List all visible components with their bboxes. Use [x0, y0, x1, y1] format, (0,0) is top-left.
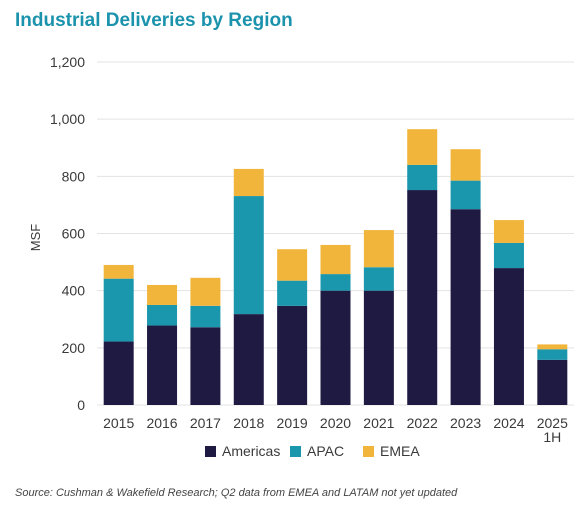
bar-apac-2023 [450, 180, 481, 210]
legend-swatch-americas [205, 446, 216, 457]
y-tick-label: 0 [77, 397, 85, 413]
bar-apac-2016 [147, 304, 178, 326]
bar-emea-2015 [103, 264, 134, 279]
bar-emea-2025-1h [537, 344, 568, 350]
y-tick-label: 800 [62, 168, 86, 184]
y-tick-label: 1,200 [50, 54, 85, 70]
bar-emea-2021 [363, 230, 394, 268]
bar-americas-2025-1h [537, 359, 568, 405]
x-tick-label: 2024 [493, 415, 524, 431]
bar-apac-2022 [407, 164, 438, 191]
y-axis-label: MSF [28, 224, 43, 252]
bar-americas-2023 [450, 209, 481, 405]
bar-americas-2024 [493, 268, 524, 405]
bar-americas-2021 [363, 290, 394, 405]
bar-americas-2017 [190, 327, 221, 405]
bar-americas-2018 [233, 314, 264, 405]
chart-title: Industrial Deliveries by Region [15, 10, 293, 31]
bar-apac-2024 [493, 242, 524, 269]
bar-apac-2025-1h [537, 349, 568, 360]
x-tick-label: 2021 [363, 415, 394, 431]
legend-swatch-emea [363, 446, 374, 457]
legend-label-americas: Americas [222, 443, 280, 459]
x-tick-label: 2019 [277, 415, 308, 431]
x-tick-label: 2017 [190, 415, 221, 431]
legend-swatch-apac [290, 446, 301, 457]
source-note: Source: Cushman & Wakefield Research; Q2… [15, 487, 458, 499]
legend-label-apac: APAC [307, 443, 344, 459]
x-tick-label: 2020 [320, 415, 351, 431]
bar-emea-2019 [277, 249, 308, 281]
bar-americas-2015 [103, 341, 134, 405]
bar-apac-2018 [233, 196, 264, 315]
y-tick-label: 400 [62, 283, 86, 299]
legend-label-emea: EMEA [380, 443, 420, 459]
x-tick-labels: 2015 2016 2017 2018 2019 2020 2021 2022 2023 2024… [103, 415, 568, 445]
bar-americas-2016 [147, 325, 178, 405]
bar-emea-2018 [233, 168, 264, 197]
y-tick-labels: 0 200 400 600 800 1,000 1,200 [50, 54, 85, 413]
bar-emea-2020 [320, 244, 351, 275]
bars [103, 129, 568, 405]
x-tick-label: 2023 [450, 415, 481, 431]
x-tick-label: 2025 [537, 415, 568, 431]
x-tick-label: 2018 [233, 415, 264, 431]
bar-americas-2022 [407, 190, 438, 405]
bar-apac-2021 [363, 267, 394, 291]
bar-apac-2017 [190, 305, 221, 328]
bar-apac-2015 [103, 278, 134, 342]
bar-emea-2017 [190, 277, 221, 306]
y-tick-label: 200 [62, 340, 86, 356]
x-tick-label: 2015 [103, 415, 134, 431]
x-tick-label: 2016 [146, 415, 177, 431]
bar-emea-2016 [147, 284, 178, 305]
bar-emea-2024 [493, 220, 524, 243]
x-tick-label: 2022 [407, 415, 438, 431]
bar-americas-2020 [320, 290, 351, 405]
legend: Americas APAC EMEA [205, 443, 420, 459]
bar-emea-2023 [450, 149, 481, 181]
y-tick-label: 600 [62, 226, 86, 242]
y-tick-label: 1,000 [50, 111, 85, 127]
bar-apac-2020 [320, 274, 351, 291]
bar-americas-2019 [277, 305, 308, 405]
bar-emea-2022 [407, 129, 438, 165]
x-tick-label: 1H [543, 429, 561, 445]
bar-apac-2019 [277, 280, 308, 306]
